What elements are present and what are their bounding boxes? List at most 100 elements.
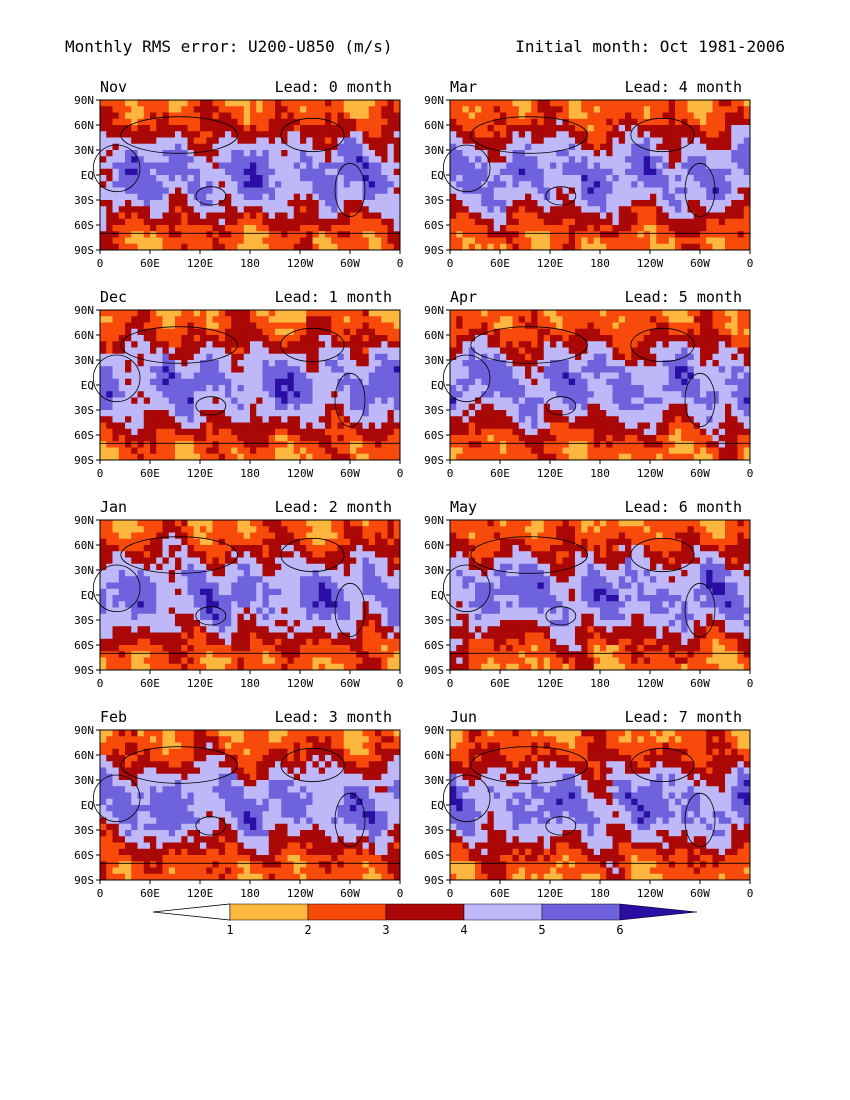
lon-tick-label: 120W [287, 887, 314, 900]
panel-month: Mar [450, 78, 477, 96]
rms-field [450, 730, 751, 881]
lon-tick-label: 60W [690, 257, 710, 270]
lat-tick-label: 60N [74, 749, 94, 762]
lon-tick-label: 0 [447, 467, 454, 480]
lat-tick-label: 30S [424, 824, 444, 837]
lon-tick-label: 60E [490, 467, 510, 480]
colorbar-segment [385, 903, 465, 921]
panel-lead: Lead: 0 month [275, 78, 392, 96]
coastlines [442, 326, 750, 444]
lat-tick-label: 30N [74, 144, 94, 157]
colorbar-tick-label: 6 [616, 923, 623, 937]
lat-tick-label: 60S [424, 639, 444, 652]
lat-tick-label: 90N [74, 94, 94, 107]
lat-tick-label: 60S [424, 219, 444, 232]
lat-tick-label: 90N [74, 304, 94, 317]
lat-tick-label: EQ [431, 169, 444, 182]
lon-tick-label: 0 [97, 677, 104, 690]
lon-tick-label: 120E [187, 677, 214, 690]
coastlines [92, 326, 400, 444]
lon-tick-label: 120W [637, 467, 664, 480]
figure-title: Monthly RMS error: U200-U850 (m/s) [65, 37, 393, 56]
lat-tick-label: EQ [81, 799, 94, 812]
lat-tick-label: 30N [424, 144, 444, 157]
lat-tick-label: 30S [74, 824, 94, 837]
lon-tick-label: 180 [590, 887, 610, 900]
rms-field [450, 100, 751, 251]
lon-tick-label: 60W [340, 887, 360, 900]
lat-tick-label: 90S [424, 874, 444, 887]
colorbar-segment [229, 903, 309, 921]
lon-tick-label: 120W [637, 257, 664, 270]
lat-tick-label: 30N [424, 774, 444, 787]
lat-tick-label: 90S [74, 874, 94, 887]
lat-tick-label: 90N [424, 94, 444, 107]
lon-tick-label: 120W [287, 677, 314, 690]
lon-tick-label: 60E [140, 887, 160, 900]
lat-tick-label: 90S [424, 454, 444, 467]
lat-tick-label: 30S [424, 404, 444, 417]
panel-lead: Lead: 1 month [275, 288, 392, 306]
lon-tick-label: 120E [187, 467, 214, 480]
lat-tick-label: 90S [74, 454, 94, 467]
lon-tick-label: 120E [187, 887, 214, 900]
panel-lead: Lead: 3 month [275, 708, 392, 726]
lon-tick-label: 180 [590, 257, 610, 270]
lon-tick-label: 0 [97, 467, 104, 480]
lon-tick-label: 120E [537, 467, 564, 480]
lat-tick-label: 60S [424, 429, 444, 442]
rms-field [450, 310, 751, 461]
lat-tick-label: 30S [74, 404, 94, 417]
rms-field [450, 520, 751, 671]
lat-tick-label: 60S [74, 849, 94, 862]
rms-field [100, 730, 401, 881]
coastlines [92, 536, 400, 654]
lat-tick-label: 60N [74, 539, 94, 552]
panel-lead: Lead: 6 month [625, 498, 742, 516]
lat-tick-label: 90S [74, 664, 94, 677]
panel-month: Jun [450, 708, 477, 726]
lat-tick-label: 90N [424, 304, 444, 317]
lon-tick-label: 0 [447, 257, 454, 270]
lat-tick-label: 90N [424, 514, 444, 527]
lon-tick-label: 0 [747, 677, 754, 690]
lat-tick-label: EQ [81, 589, 94, 602]
lat-tick-label: 30N [424, 564, 444, 577]
lon-tick-label: 120E [537, 257, 564, 270]
lat-tick-label: 30S [74, 614, 94, 627]
coastlines [442, 116, 750, 234]
lon-tick-label: 0 [747, 887, 754, 900]
lon-tick-label: 120W [287, 467, 314, 480]
lon-tick-label: 120W [637, 887, 664, 900]
panel-lead: Lead: 4 month [625, 78, 742, 96]
lat-tick-label: 30S [74, 194, 94, 207]
lon-tick-label: 60E [140, 467, 160, 480]
lat-tick-label: 60S [424, 849, 444, 862]
lon-tick-label: 60E [140, 677, 160, 690]
lat-tick-label: 90S [424, 664, 444, 677]
lon-tick-label: 60W [690, 887, 710, 900]
colorbar-segment [541, 903, 621, 921]
colorbar-segment [307, 903, 387, 921]
lat-tick-label: 30S [424, 194, 444, 207]
colorbar-tick-label: 5 [538, 923, 545, 937]
lat-tick-label: 60N [424, 119, 444, 132]
lon-tick-label: 60W [340, 677, 360, 690]
lon-tick-label: 0 [397, 257, 404, 270]
lat-tick-label: EQ [431, 589, 444, 602]
lat-tick-label: EQ [81, 379, 94, 392]
lat-tick-label: 30N [424, 354, 444, 367]
lat-tick-label: 90N [424, 724, 444, 737]
lon-tick-label: 60E [490, 257, 510, 270]
colorbar-over-triangle [619, 903, 698, 921]
lon-tick-label: 120W [287, 257, 314, 270]
lat-tick-label: 60N [74, 119, 94, 132]
